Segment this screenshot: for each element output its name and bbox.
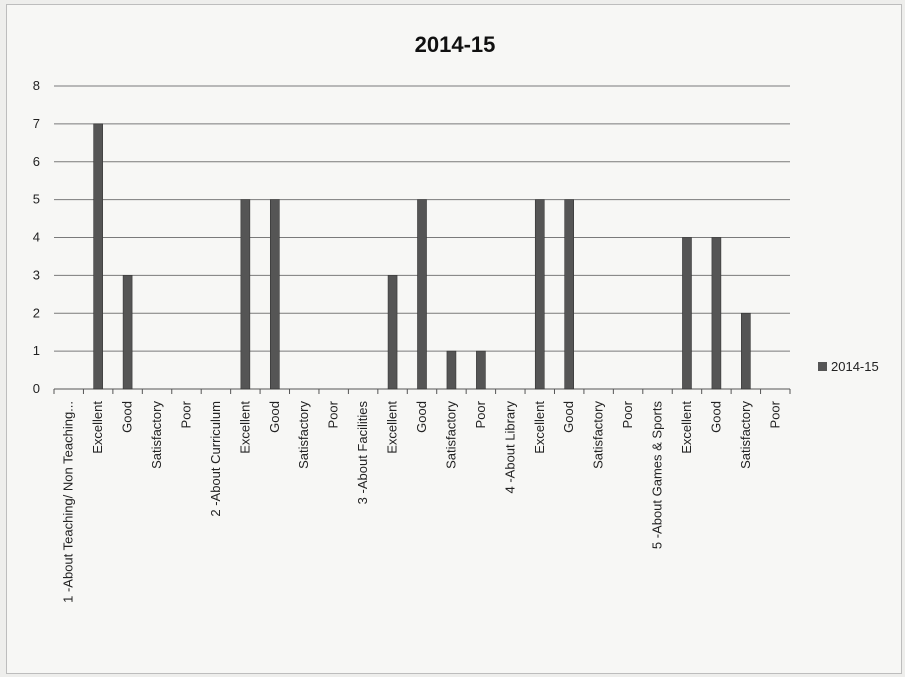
y-tick-label: 1 — [33, 343, 40, 358]
x-category-label: Good — [414, 401, 429, 433]
legend: 2014-15 — [818, 359, 879, 374]
x-category-label: Poor — [620, 400, 635, 428]
bar — [741, 312, 751, 390]
bar — [476, 350, 486, 390]
y-tick-label: 2 — [33, 305, 40, 320]
bar — [269, 199, 280, 390]
x-category-label: Poor — [178, 400, 193, 428]
y-tick-label: 5 — [33, 192, 40, 207]
x-axis-category-labels: 1 -About Teaching/ Non Teaching... Excell… — [61, 400, 783, 603]
bar — [417, 199, 427, 390]
bar — [122, 275, 133, 390]
x-category-label: Good — [267, 401, 282, 433]
x-category-label: Satisfactory — [591, 401, 606, 469]
y-tick-label: 8 — [33, 78, 40, 93]
bar — [93, 123, 103, 390]
legend-label: 2014-15 — [831, 359, 879, 374]
chart-title: 2014-15 — [415, 32, 496, 57]
x-category-label: Satisfactory — [149, 401, 164, 469]
x-category-label: 3 -About Facilities — [355, 401, 370, 505]
x-category-label: Poor — [767, 400, 782, 428]
x-category-label: 5 -About Games & Sports — [650, 401, 665, 550]
x-category-label: Good — [561, 401, 576, 433]
x-category-label: Satisfactory — [296, 401, 311, 469]
y-tick-label: 0 — [33, 381, 40, 396]
x-category-label: Excellent — [90, 401, 105, 454]
x-category-label: Satisfactory — [443, 401, 458, 469]
x-category-label: Excellent — [237, 401, 252, 454]
bar — [446, 350, 457, 390]
y-tick-label: 4 — [33, 230, 40, 245]
x-axis — [53, 389, 791, 394]
x-category-label: Excellent — [532, 401, 547, 454]
x-category-label: 1 -About Teaching/ Non Teaching... — [61, 401, 76, 603]
y-tick-label: 3 — [33, 267, 40, 282]
x-category-label: 4 -About Library — [502, 401, 517, 494]
x-category-label: Good — [708, 401, 723, 433]
y-axis-ticks: 0 1 2 3 4 5 6 7 8 — [33, 78, 40, 396]
bar — [682, 237, 692, 390]
bar — [534, 199, 545, 390]
bar — [387, 275, 398, 390]
x-category-label: Good — [120, 401, 135, 433]
x-category-label: Poor — [473, 400, 488, 428]
bars — [93, 123, 751, 390]
bar — [240, 199, 251, 390]
x-category-label: 2 -About Curriculum — [208, 401, 223, 517]
x-category-label: Poor — [326, 400, 341, 428]
y-tick-label: 6 — [33, 154, 40, 169]
bar — [564, 199, 575, 390]
x-category-label: Excellent — [385, 401, 400, 454]
x-category-label: Satisfactory — [738, 401, 753, 469]
bar — [711, 237, 722, 390]
y-tick-label: 7 — [33, 116, 40, 131]
chart-frame — [6, 4, 902, 674]
legend-swatch — [818, 362, 827, 371]
x-category-label: Excellent — [679, 401, 694, 454]
